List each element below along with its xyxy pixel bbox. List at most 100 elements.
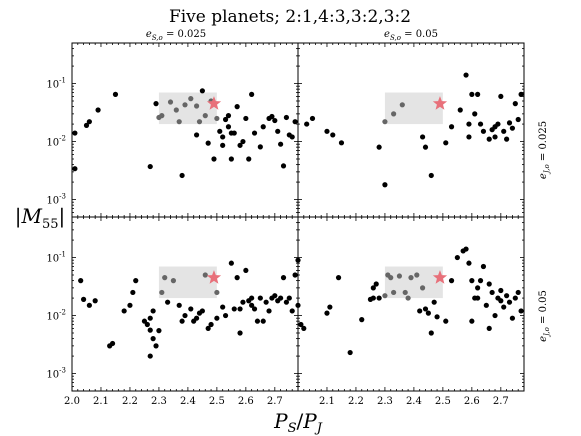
data-point: [518, 91, 524, 97]
data-point: [370, 285, 376, 291]
data-point: [162, 275, 168, 281]
data-point: [304, 121, 310, 127]
data-point: [176, 119, 182, 125]
data-point: [205, 325, 211, 332]
data-point: [92, 298, 98, 304]
data-point: [498, 287, 504, 294]
data-point: [347, 349, 353, 356]
data-point: [222, 312, 229, 319]
data-point: [278, 141, 284, 147]
data-point: [425, 310, 431, 316]
data-point: [202, 113, 208, 119]
data-point: [133, 278, 139, 284]
data-point: [193, 132, 200, 138]
x-tick-label: 2.6: [464, 396, 480, 407]
data-point: [475, 295, 481, 301]
x-tick-label: 2.2: [348, 396, 364, 407]
data-point: [289, 308, 295, 314]
data-point: [501, 304, 507, 310]
data-point: [257, 144, 263, 150]
star-marker: [206, 270, 222, 284]
x-axis-label: PS/PJ: [273, 409, 323, 436]
x-tick-label: 2.4: [180, 396, 196, 407]
data-point: [147, 327, 153, 333]
column-title-right: eS,o = 0.05: [384, 29, 438, 42]
data-point: [225, 113, 232, 119]
x-tick-label: 2.6: [238, 396, 254, 407]
data-point: [156, 114, 162, 121]
y-tick-label: 10-3: [46, 367, 66, 381]
data-point: [454, 254, 460, 261]
data-point: [486, 281, 492, 287]
data-point: [469, 278, 475, 284]
data-point: [391, 111, 397, 117]
data-point: [220, 134, 226, 140]
data-point: [504, 136, 510, 142]
data-point: [176, 302, 182, 308]
star-marker: [432, 96, 448, 110]
data-point: [112, 91, 119, 97]
x-tick-label: 2.7: [493, 396, 509, 407]
data-point: [512, 295, 518, 301]
panel-frame: [297, 216, 525, 392]
data-point: [199, 88, 205, 94]
data-point: [243, 115, 249, 122]
data-point: [448, 278, 455, 284]
data-point: [489, 289, 495, 296]
data-point: [205, 140, 211, 146]
data-point: [382, 119, 388, 125]
data-point: [237, 142, 243, 148]
data-point: [153, 101, 159, 107]
data-point: [486, 325, 492, 332]
x-tick-label: 2.5: [209, 396, 225, 407]
svg-text:PS/PJ: PS/PJ: [273, 409, 323, 436]
data-point: [254, 318, 261, 324]
data-point: [376, 295, 382, 301]
data-point: [405, 295, 411, 301]
data-point: [492, 134, 498, 140]
data-point: [408, 275, 414, 281]
data-point: [448, 124, 455, 130]
data-point: [283, 299, 290, 305]
data-point: [266, 308, 272, 314]
data-point: [188, 306, 194, 312]
data-point: [292, 119, 298, 125]
data-point: [391, 289, 397, 296]
data-point: [443, 318, 449, 324]
data-point: [509, 125, 516, 131]
data-point: [278, 295, 284, 301]
data-point: [509, 315, 516, 321]
data-point: [228, 156, 234, 162]
data-point: [466, 121, 472, 127]
data-point: [431, 299, 437, 305]
data-point: [109, 340, 116, 347]
data-point: [376, 144, 382, 150]
data-point: [283, 114, 290, 121]
data-point: [147, 163, 153, 170]
data-point: [260, 124, 266, 130]
data-point: [428, 172, 434, 179]
data-point: [182, 312, 188, 319]
star-marker: [206, 96, 222, 110]
data-point: [472, 111, 478, 117]
data-point: [492, 312, 498, 319]
x-tick-label: 2.0: [64, 396, 80, 407]
data-point: [150, 308, 156, 314]
data-point: [240, 138, 246, 145]
y-tick-label: 10-2: [46, 135, 66, 149]
data-point: [469, 91, 475, 97]
data-point: [179, 318, 185, 324]
data-point: [196, 119, 203, 125]
data-point: [220, 304, 226, 310]
data-point: [518, 308, 524, 314]
data-point: [477, 278, 484, 284]
data-point: [469, 318, 475, 324]
data-point: [280, 275, 287, 281]
data-point: [388, 275, 394, 281]
data-point: [173, 107, 179, 113]
data-point: [263, 299, 269, 305]
data-point: [188, 96, 194, 102]
data-point: [193, 103, 200, 109]
data-point: [338, 140, 345, 146]
